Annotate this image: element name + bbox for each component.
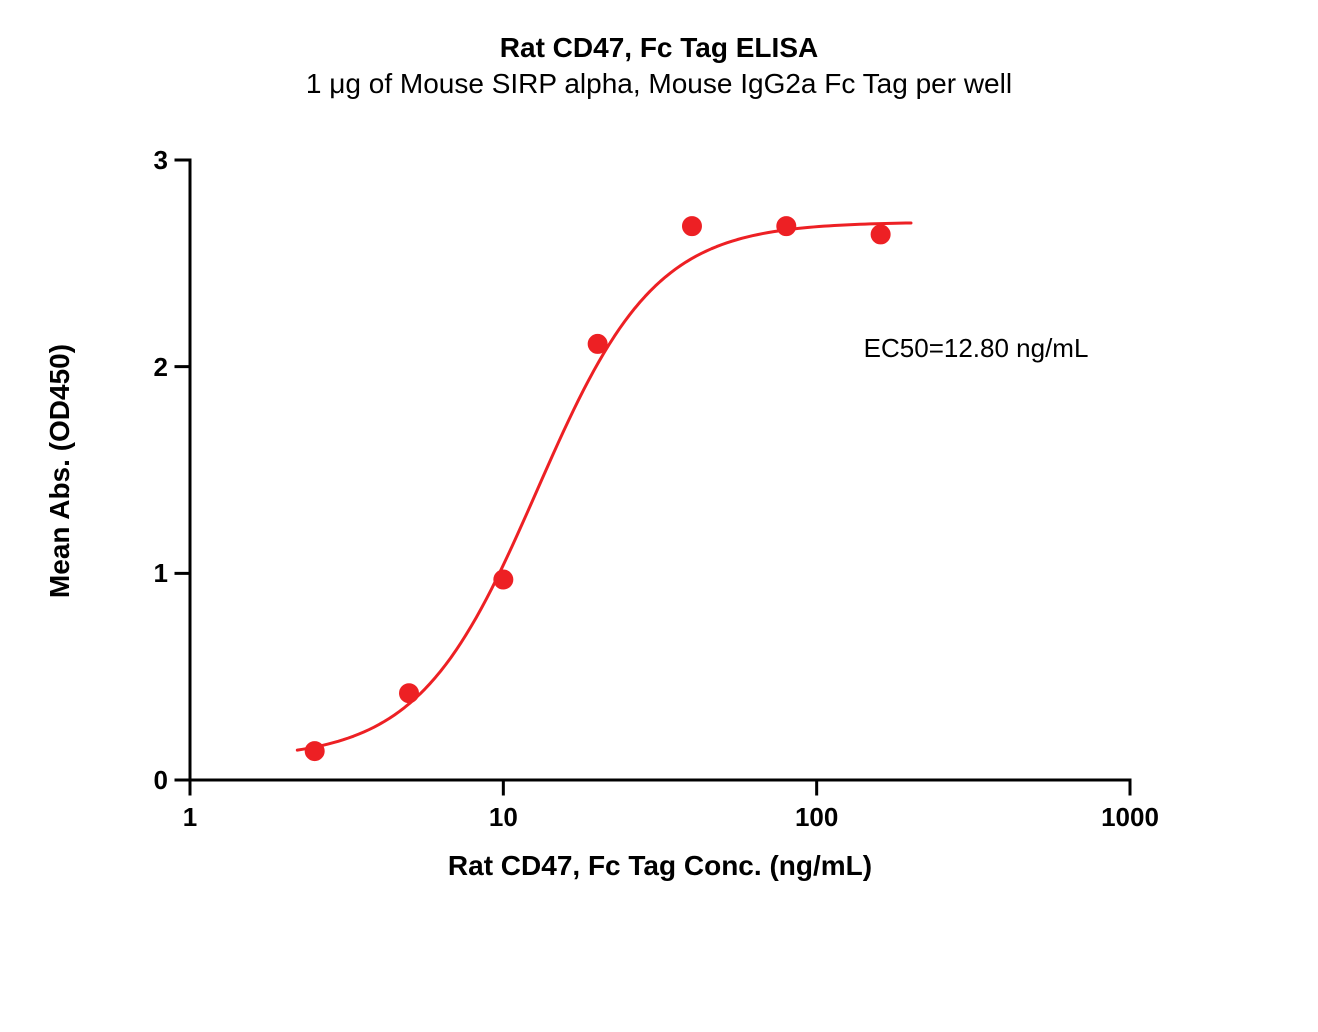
data-point	[777, 217, 795, 235]
x-tick-label: 100	[767, 802, 867, 833]
data-point	[306, 742, 324, 760]
x-tick-label: 1	[140, 802, 240, 833]
x-axis-label: Rat CD47, Fc Tag Conc. (ng/mL)	[190, 850, 1130, 882]
ec50-annotation: EC50=12.80 ng/mL	[864, 333, 1089, 364]
y-axis-label: Mean Abs. (OD450)	[44, 321, 76, 621]
chart-container: Rat CD47, Fc Tag ELISA 1 μg of Mouse SIR…	[0, 0, 1318, 1032]
x-tick-label: 10	[453, 802, 553, 833]
fit-curve	[297, 223, 911, 750]
data-point	[400, 684, 418, 702]
x-tick-label: 1000	[1080, 802, 1180, 833]
data-point	[872, 225, 890, 243]
data-point	[589, 335, 607, 353]
data-point	[494, 571, 512, 589]
y-tick-label: 3	[128, 145, 168, 176]
y-tick-label: 2	[128, 352, 168, 383]
y-tick-label: 1	[128, 558, 168, 589]
data-point	[683, 217, 701, 235]
y-tick-label: 0	[128, 765, 168, 796]
